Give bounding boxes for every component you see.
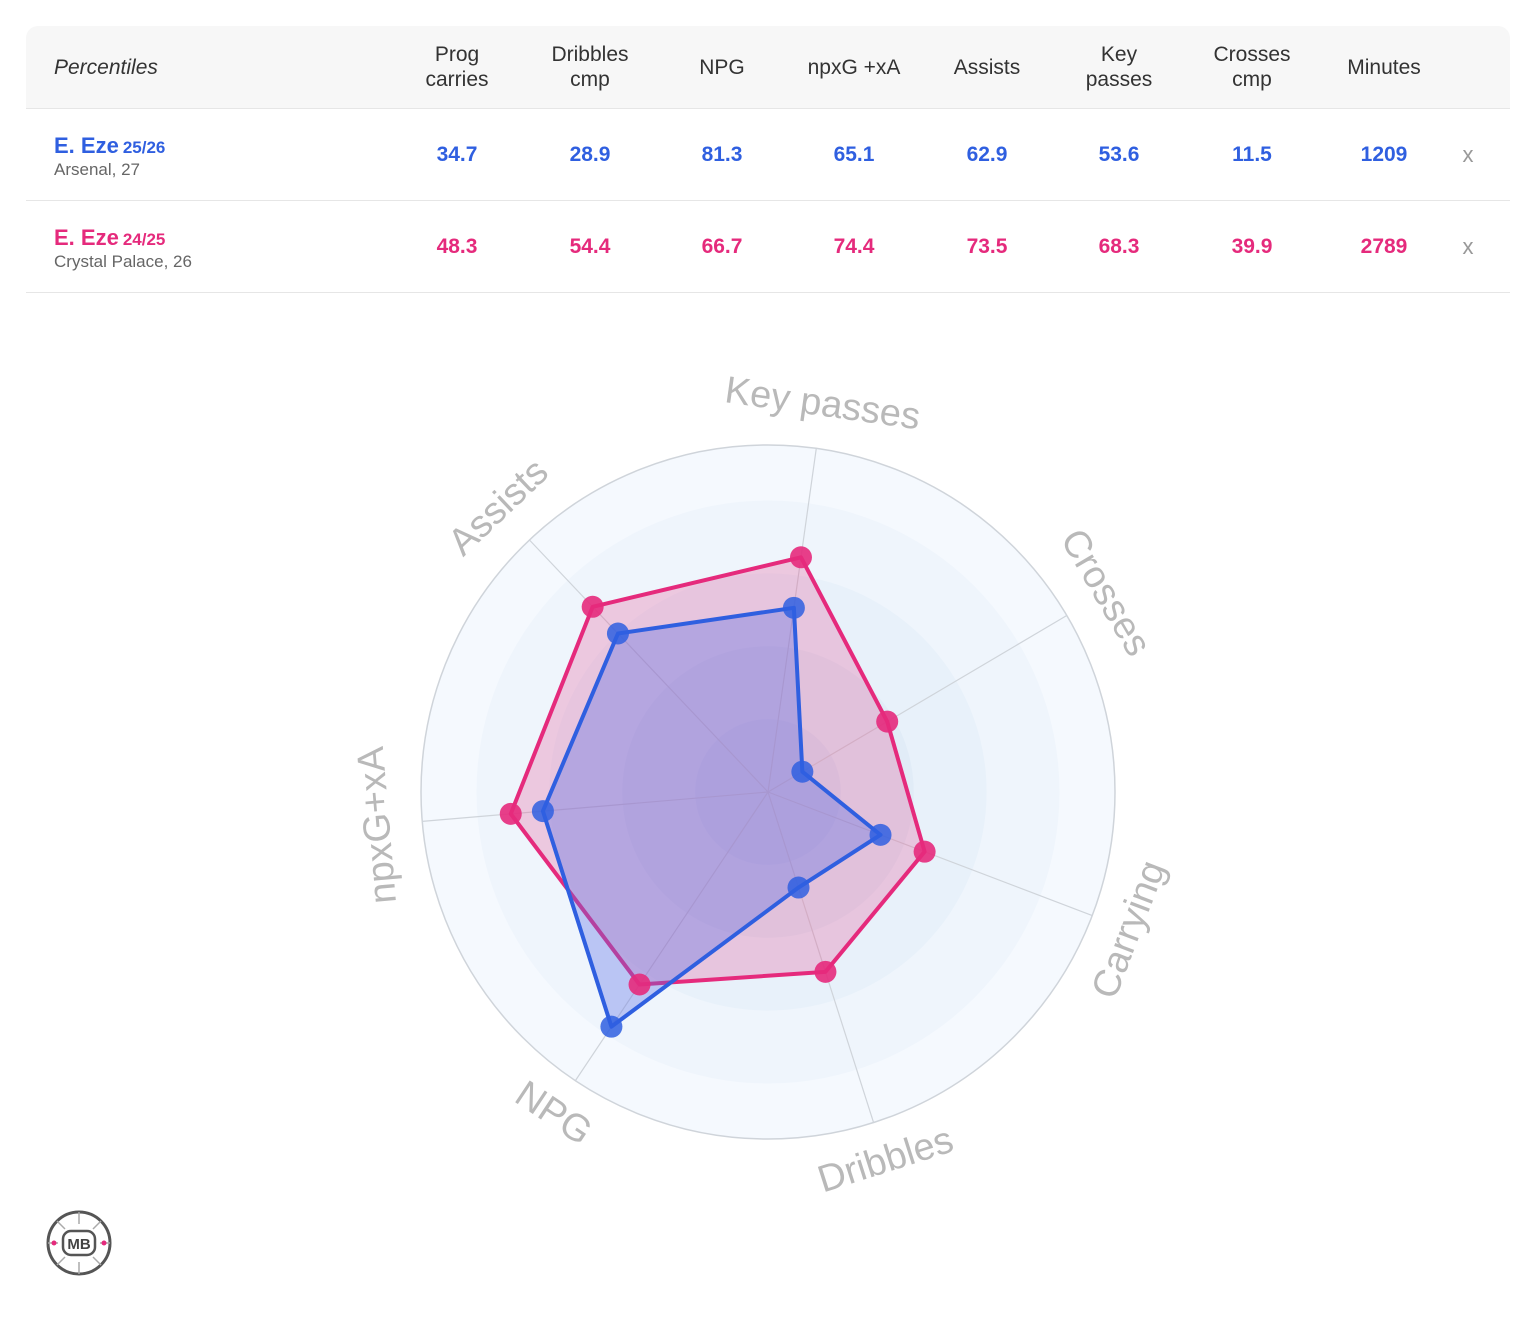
radar-axis-label: Key passes [722,369,922,438]
remove-player-button[interactable]: x [1462,233,1474,259]
cell-assists: 62.9 [966,142,1008,166]
radar-point[interactable] [869,823,892,846]
radar-axis-label: npxG+xA [350,744,405,905]
player-season: 24/25 [122,230,166,249]
radar-point[interactable] [782,596,805,619]
player-name[interactable]: E. Eze [54,225,119,250]
radar-point[interactable] [876,710,899,733]
player-season: 25/26 [122,138,166,157]
header-npxg-xa[interactable]: npxG +xA [807,55,901,79]
radar-spoke [529,539,769,793]
radar-point[interactable] [628,973,651,996]
cell-npg: 81.3 [701,142,743,166]
cell-npg: 66.7 [701,234,743,258]
cell-npxg-xa: 74.4 [833,234,875,258]
radar-point[interactable] [814,960,837,983]
cell-minutes: 2789 [1360,234,1408,258]
radar-spoke [767,448,817,793]
radar-spoke [767,614,1068,793]
radar-point[interactable] [787,876,810,899]
radar-point[interactable] [606,622,629,645]
logo-text: MB [67,1236,90,1253]
cell-key-passes: 53.6 [1098,142,1140,166]
radar-point[interactable] [791,760,814,783]
header-prog-carries[interactable]: Prog carries [425,43,489,91]
header-npg[interactable]: NPG [699,55,745,79]
radar-point[interactable] [531,800,554,823]
cell-npxg-xa: 65.1 [833,142,875,166]
radar-chart: Key passesCrossesCarryingDribblesNPGnpxG… [350,369,1175,1200]
header-percentiles: Percentiles [54,55,158,79]
player-club: Arsenal, 27 [54,160,140,179]
header-assists[interactable]: Assists [953,55,1021,79]
header-key-passes[interactable]: Key passes [1085,43,1153,91]
remove-player-button[interactable]: x [1462,141,1474,167]
player-info: E. Eze 24/25 Crystal Palace, 26 [54,227,192,272]
radar-spokes [422,448,1093,1123]
cell-assists: 73.5 [966,234,1008,258]
radar-point[interactable] [581,595,604,618]
radar-series-area [508,555,927,987]
radar-point[interactable] [913,840,936,863]
table-row: E. Eze 25/26 Arsenal, 27 34.7 28.9 81.3 6… [26,109,1510,201]
comparison-table: Percentiles Prog carries Dribbles cmp NP… [26,26,1510,293]
logo-icon: MB [46,1210,112,1276]
cell-crosses-cmp: 39.9 [1231,234,1273,258]
cell-crosses-cmp: 11.5 [1232,142,1272,166]
header-dribbles-cmp[interactable]: Dribbles cmp [551,43,629,91]
radar-spoke [422,791,769,822]
radar-spoke [767,791,875,1123]
player-name[interactable]: E. Eze [54,133,119,158]
radar-series-group [499,546,936,1038]
cell-dribbles-cmp: 54.4 [569,234,611,258]
cell-minutes: 1209 [1360,142,1408,166]
cell-prog-carries: 34.7 [436,142,478,166]
cell-prog-carries: 48.3 [436,234,478,258]
header-crosses-cmp[interactable]: Crosses cmp [1213,43,1291,91]
player-info: E. Eze 25/26 Arsenal, 27 [54,135,165,180]
player-club: Crystal Palace, 26 [54,252,192,271]
table-header: Percentiles Prog carries Dribbles cmp NP… [26,26,1510,109]
radar-series-area [540,605,883,1029]
cell-key-passes: 68.3 [1098,234,1140,258]
header-minutes[interactable]: Minutes [1347,55,1421,79]
radar-point[interactable] [600,1015,623,1038]
radar-point[interactable] [789,546,812,569]
table-row: E. Eze 24/25 Crystal Palace, 26 48.3 54.4… [26,201,1510,293]
radar-point[interactable] [499,802,522,825]
cell-dribbles-cmp: 28.9 [569,142,611,166]
